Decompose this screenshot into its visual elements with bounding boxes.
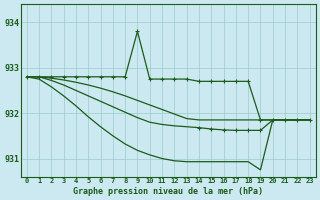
X-axis label: Graphe pression niveau de la mer (hPa): Graphe pression niveau de la mer (hPa) (73, 187, 263, 196)
